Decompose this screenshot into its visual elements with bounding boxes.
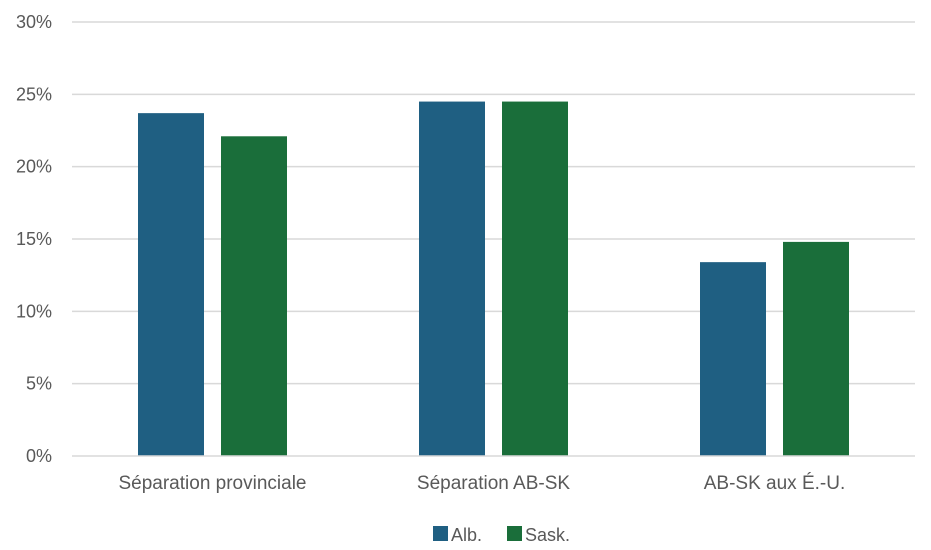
- legend-swatch: [507, 526, 522, 541]
- bar-alb-1: [419, 101, 485, 457]
- bars: [138, 101, 849, 457]
- y-tick-label: 30%: [16, 12, 52, 32]
- y-tick-label: 15%: [16, 229, 52, 249]
- bar-sask-1: [502, 101, 568, 457]
- y-tick-label: 20%: [16, 157, 52, 177]
- y-tick-label: 10%: [16, 301, 52, 321]
- category-labels: Séparation provinciale Séparation AB-SK AB…: [118, 473, 845, 494]
- legend: Alb. Sask.: [433, 525, 570, 545]
- bar-alb-2: [700, 262, 766, 456]
- y-axis-tick-labels: 0% 5% 10% 15% 20% 25% 30%: [16, 12, 52, 466]
- y-tick-label: 0%: [26, 446, 52, 466]
- bar-alb-0: [138, 113, 204, 456]
- y-tick-label: 5%: [26, 374, 52, 394]
- category-label: AB-SK aux É.-U.: [704, 473, 846, 494]
- gridlines: [72, 21, 915, 385]
- legend-label: Alb.: [451, 525, 482, 545]
- bar-sask-2: [783, 241, 849, 456]
- category-label: Séparation provinciale: [118, 473, 306, 494]
- category-label: Séparation AB-SK: [417, 473, 570, 494]
- y-tick-label: 25%: [16, 84, 52, 104]
- legend-label: Sask.: [525, 525, 570, 545]
- legend-swatch: [433, 526, 448, 541]
- bar-sask-0: [221, 136, 287, 456]
